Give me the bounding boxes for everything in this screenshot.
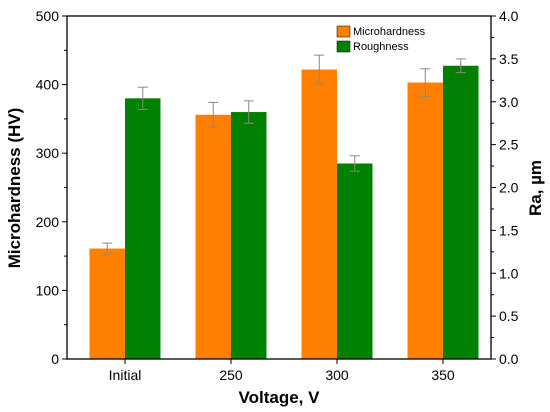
y-right-tick-label: 3.5 [499, 51, 519, 67]
error-bar-microhardness-300 [314, 54, 325, 85]
ticks-layer: Initial 250 300 350 0 100 200 300 400 500 0.0 0.5 1.… [36, 8, 519, 383]
bar-microhardness-350 [407, 82, 443, 359]
legend-label-microhardness: Microhardness [353, 26, 426, 38]
error-bar-roughness-300 [349, 155, 360, 172]
y-left-tick-label: 400 [36, 77, 60, 93]
y-axis-left-title: Microhardness (HV) [5, 108, 24, 269]
x-tick-label: 250 [219, 367, 243, 383]
bar-roughness-350 [443, 65, 479, 360]
legend-label-roughness: Roughness [353, 41, 409, 53]
bar-roughness-250 [231, 112, 267, 359]
y-left-tick-label: 300 [36, 145, 60, 161]
error-bar-roughness-initial [137, 86, 148, 110]
legend: Microhardness Roughness [336, 25, 426, 53]
error-bar-roughness-350 [455, 58, 466, 74]
y-right-tick-label: 0.5 [499, 308, 519, 324]
bar-microhardness-initial [89, 248, 125, 359]
x-tick-label: Initial [109, 367, 142, 383]
y-left-tick-label: 500 [36, 8, 60, 24]
y-axis-right-title: Ra, µm [526, 160, 545, 216]
y-right-tick-label: 2.5 [499, 137, 519, 153]
error-bar-microhardness-250 [208, 101, 219, 128]
bar-roughness-initial [125, 98, 161, 359]
x-tick-label: 350 [431, 367, 455, 383]
x-tick-label: 300 [325, 367, 349, 383]
legend-swatch-microhardness [336, 25, 351, 38]
y-left-tick-label: 200 [36, 214, 60, 230]
y-left-tick-label: 100 [36, 282, 60, 298]
error-bar-roughness-250 [243, 100, 254, 124]
error-bar-microhardness-350 [420, 68, 431, 97]
y-right-tick-label: 1.5 [499, 222, 519, 238]
bar-roughness-300 [337, 163, 373, 359]
bar-microhardness-300 [301, 69, 337, 359]
legend-swatch-roughness [336, 40, 351, 53]
y-right-tick-label: 2.0 [499, 180, 519, 196]
error-bar-microhardness-initial [102, 242, 113, 255]
y-right-tick-label: 0.0 [499, 351, 519, 367]
x-axis-title: Voltage, V [239, 388, 321, 407]
y-right-tick-label: 4.0 [499, 8, 519, 24]
y-right-tick-label: 1.0 [499, 265, 519, 281]
y-left-tick-label: 0 [51, 351, 59, 367]
error-bars-layer [102, 54, 466, 255]
bars-layer [89, 65, 479, 360]
bar-microhardness-250 [195, 114, 231, 359]
y-right-tick-label: 3.0 [499, 94, 519, 110]
